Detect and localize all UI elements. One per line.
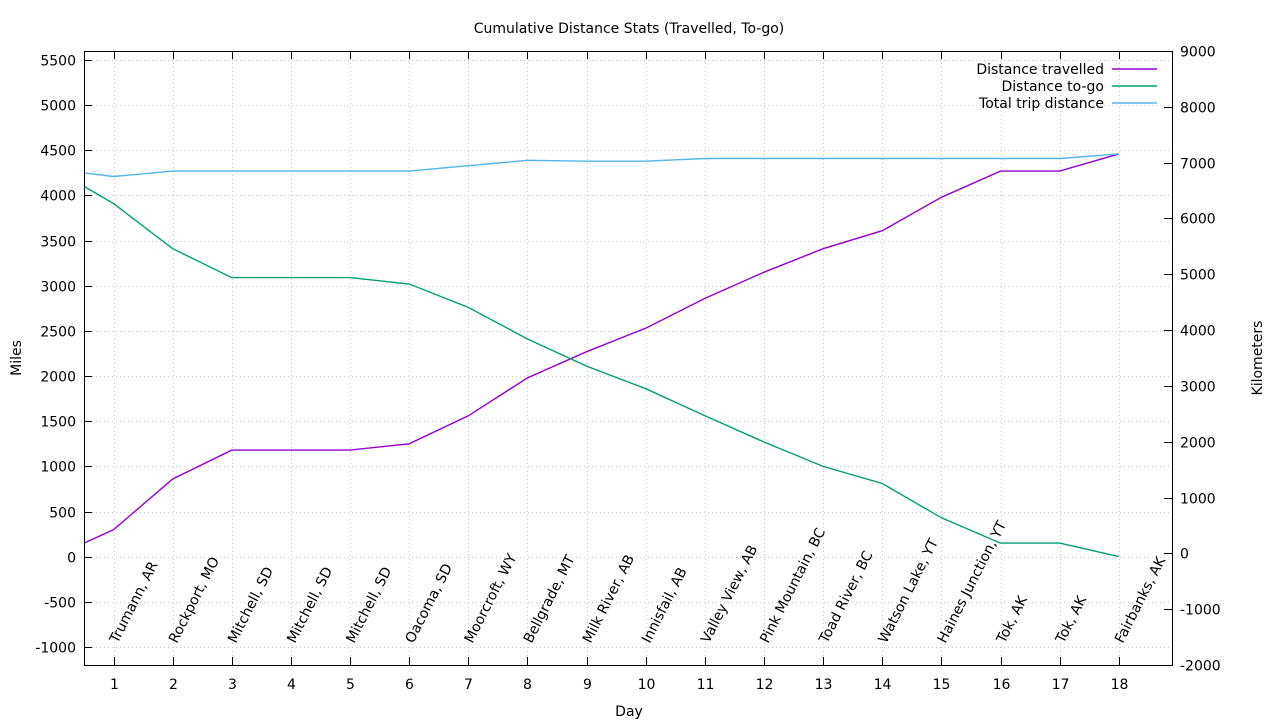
location-label: Pink Mountain, BC	[757, 525, 829, 645]
y-axis-label: Miles	[9, 340, 25, 376]
x-tick-label: 11	[697, 677, 715, 693]
location-label: Oacoma, SD	[403, 561, 457, 645]
legend-label: Distance to-go	[1002, 79, 1104, 95]
location-label: Innisfail, AB	[639, 565, 691, 646]
x-axis-label: Day	[615, 704, 643, 720]
y-tick-label: 2500	[40, 325, 76, 341]
y-tick-label: -1000	[35, 641, 76, 657]
location-label: Watson Lake, YT	[876, 536, 943, 646]
y-tick-label: 4000	[40, 189, 76, 205]
y2-tick-label: 5000	[1180, 268, 1216, 284]
x-tick-label: 13	[815, 677, 833, 693]
chart-title: Cumulative Distance Stats (Travelled, To…	[474, 21, 785, 37]
y2-tick-label: 9000	[1180, 45, 1216, 61]
series-lines	[83, 153, 1119, 558]
y2-tick-label: 0	[1180, 547, 1189, 563]
y-tick-label: 3000	[40, 280, 76, 296]
y2-axis-label: Kilometers	[1250, 321, 1266, 396]
x-tick-label: 15	[933, 677, 951, 693]
y-tick-label: 500	[49, 506, 76, 522]
x-tick-label: 14	[874, 677, 892, 693]
x-tick-label: 16	[993, 677, 1011, 693]
x-tick-label: 7	[464, 677, 473, 693]
x-tick-label: 4	[287, 677, 296, 693]
legend-label: Total trip distance	[978, 96, 1104, 112]
location-label: Tok, AK	[1053, 593, 1091, 647]
location-label: Fairbanks, AK	[1112, 554, 1169, 646]
location-labels: Trumann, AR Rockport, MO Mitchell, SD Mitch…	[106, 518, 1169, 647]
y2-tick-label: 2000	[1180, 436, 1216, 452]
y2-tick-label: 8000	[1180, 101, 1216, 117]
y-tick-label: 5000	[40, 99, 76, 115]
y2-tick-label: 1000	[1180, 492, 1216, 508]
location-label: Bellgrade, MT	[521, 552, 579, 645]
x-tick-label: 18	[1111, 677, 1129, 693]
x-tick-label: 3	[228, 677, 237, 693]
series-line-distance-to-go	[83, 185, 1119, 558]
location-label: Mitchell, SD	[284, 565, 336, 646]
axes: -1000 -500 0 500 1000 1500 2000 2500 3000 3500 400…	[35, 45, 1220, 694]
x-tick-label: 12	[756, 677, 774, 693]
y2-tick-label: 4000	[1180, 324, 1216, 340]
y-tick-label: 3500	[40, 235, 76, 251]
y2-tick-label: 7000	[1180, 157, 1216, 173]
location-label: Mitchell, SD	[343, 565, 395, 646]
x-tick-label: 8	[523, 677, 532, 693]
y-tick-label: -500	[44, 596, 76, 612]
y-tick-label: 5500	[40, 54, 76, 70]
y2-tick-label: 6000	[1180, 212, 1216, 228]
location-label: Rockport, MO	[166, 555, 223, 646]
x-tick-label: 5	[346, 677, 355, 693]
y2-tick-label: 3000	[1180, 380, 1216, 396]
y-tick-label: 1500	[40, 415, 76, 431]
x-tick-label: 9	[583, 677, 592, 693]
plot-frame	[84, 51, 1173, 666]
y-tick-label: 1000	[40, 460, 76, 476]
location-label: Valley View, AB	[698, 543, 761, 646]
x-tick-label: 17	[1052, 677, 1070, 693]
x-tick-label: 10	[638, 677, 656, 693]
x-tick-label: 2	[169, 677, 178, 693]
y-tick-label: 4500	[40, 144, 76, 160]
location-label: Toad River, BC	[816, 548, 877, 646]
legend-label: Distance travelled	[976, 62, 1104, 78]
location-label: Tok, AK	[993, 593, 1031, 647]
location-label: Moorcroft, WY	[462, 551, 521, 646]
grid	[84, 51, 1172, 665]
y2-tick-label: -2000	[1180, 659, 1221, 675]
series-line-distance-travelled	[83, 153, 1119, 544]
y2-tick-label: -1000	[1180, 603, 1221, 619]
location-label: Milk River, AB	[580, 552, 638, 645]
location-label: Mitchell, SD	[225, 565, 277, 646]
x-tick-label: 1	[110, 677, 119, 693]
y-tick-label: 0	[67, 551, 76, 567]
x-tick-label: 6	[405, 677, 414, 693]
y-tick-label: 2000	[40, 370, 76, 386]
series-line-total-trip-distance	[83, 153, 1119, 178]
